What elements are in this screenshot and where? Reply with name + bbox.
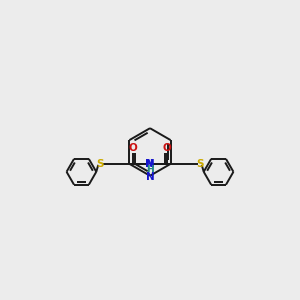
Text: N: N <box>146 172 154 182</box>
Text: H: H <box>146 165 154 174</box>
Text: N: N <box>146 159 155 169</box>
Text: S: S <box>196 159 203 169</box>
Text: O: O <box>163 143 171 153</box>
Text: H: H <box>146 165 154 174</box>
Text: N: N <box>145 159 154 169</box>
Text: S: S <box>97 159 104 169</box>
Text: O: O <box>129 143 137 153</box>
